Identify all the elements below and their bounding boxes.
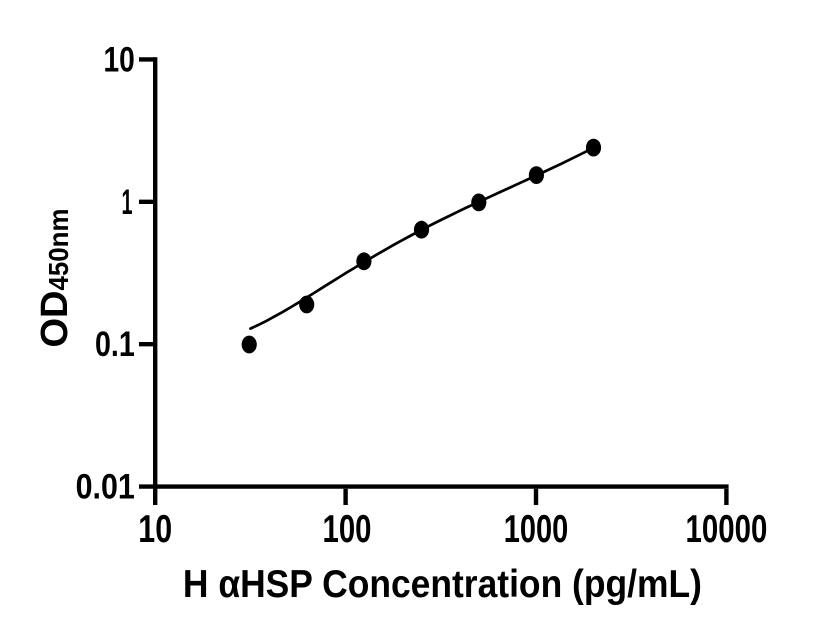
svg-text:1000: 1000 <box>504 508 569 551</box>
svg-text:H αHSP Concentration (pg/mL): H αHSP Concentration (pg/mL) <box>183 563 702 606</box>
svg-text:10: 10 <box>104 40 135 79</box>
svg-text:0.1: 0.1 <box>95 325 135 364</box>
svg-text:0.01: 0.01 <box>76 468 135 507</box>
svg-text:10: 10 <box>138 508 172 551</box>
svg-text:1: 1 <box>122 183 133 222</box>
svg-text:10000: 10000 <box>686 508 768 551</box>
svg-text:100: 100 <box>323 508 372 551</box>
